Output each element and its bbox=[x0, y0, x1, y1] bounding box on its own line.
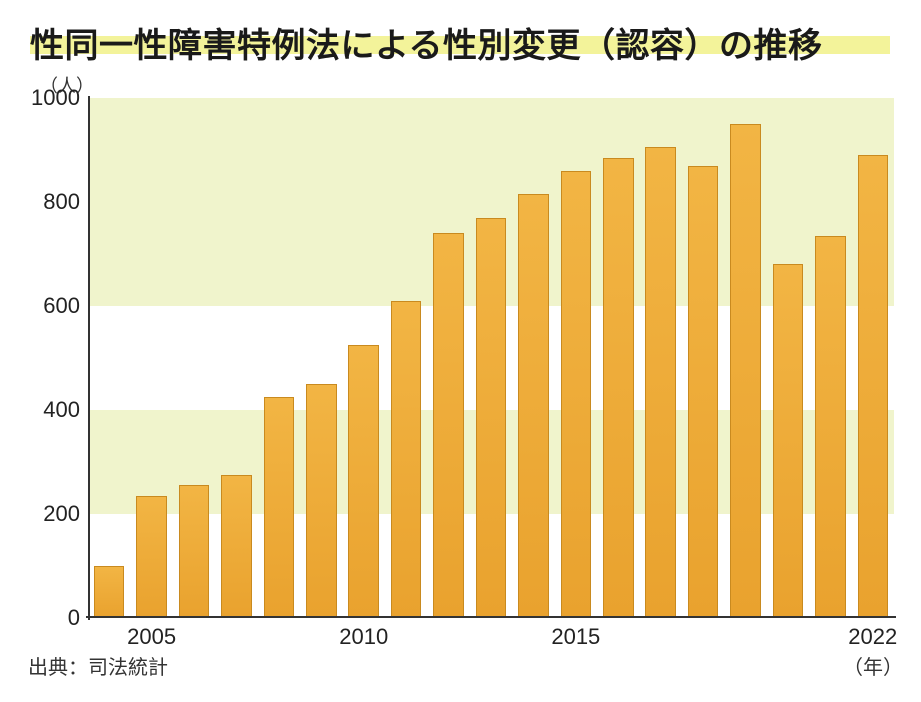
chart-container: 性同一性障害特例法による性別変更（認容）の推移 （人） 020040060080… bbox=[0, 0, 921, 702]
source-label: 出典：司法統計 bbox=[28, 651, 168, 680]
bar-2004 bbox=[94, 566, 125, 618]
bar-2020 bbox=[773, 264, 804, 618]
bar-2018 bbox=[688, 166, 719, 618]
y-tick-label: 400 bbox=[10, 397, 80, 423]
x-axis bbox=[86, 616, 896, 618]
x-tick-label: 2005 bbox=[127, 624, 176, 650]
bar-2012 bbox=[433, 233, 464, 618]
y-tick-label: 200 bbox=[10, 501, 80, 527]
x-tick-label: 2022 bbox=[848, 624, 897, 650]
y-axis bbox=[88, 96, 90, 620]
bar-2015 bbox=[561, 171, 592, 618]
x-tick-label: 2010 bbox=[339, 624, 388, 650]
bar-2022 bbox=[858, 155, 889, 618]
bar-2010 bbox=[348, 345, 379, 618]
bar-2017 bbox=[645, 147, 676, 618]
x-axis-unit: （年） bbox=[843, 651, 903, 680]
bar-2006 bbox=[179, 485, 210, 618]
title-wrap: 性同一性障害特例法による性別変更（認容）の推移 bbox=[30, 18, 822, 67]
bar-2021 bbox=[815, 236, 846, 618]
bar-2013 bbox=[476, 218, 507, 618]
bars-layer bbox=[88, 98, 894, 618]
chart-title: 性同一性障害特例法による性別変更（認容）の推移 bbox=[30, 18, 822, 67]
y-tick-label: 600 bbox=[10, 293, 80, 319]
bar-2019 bbox=[730, 124, 761, 618]
bar-2011 bbox=[391, 301, 422, 618]
bar-2009 bbox=[306, 384, 337, 618]
bar-2007 bbox=[221, 475, 252, 618]
y-tick-label: 800 bbox=[10, 189, 80, 215]
bar-2014 bbox=[518, 194, 549, 618]
x-tick-label: 2015 bbox=[551, 624, 600, 650]
plot-area: 020040060080010002005201020152022 bbox=[88, 98, 894, 618]
y-tick-label: 1000 bbox=[10, 85, 80, 111]
y-tick-label: 0 bbox=[10, 605, 80, 631]
bar-2008 bbox=[264, 397, 295, 618]
bar-2005 bbox=[136, 496, 167, 618]
bar-2016 bbox=[603, 158, 634, 618]
